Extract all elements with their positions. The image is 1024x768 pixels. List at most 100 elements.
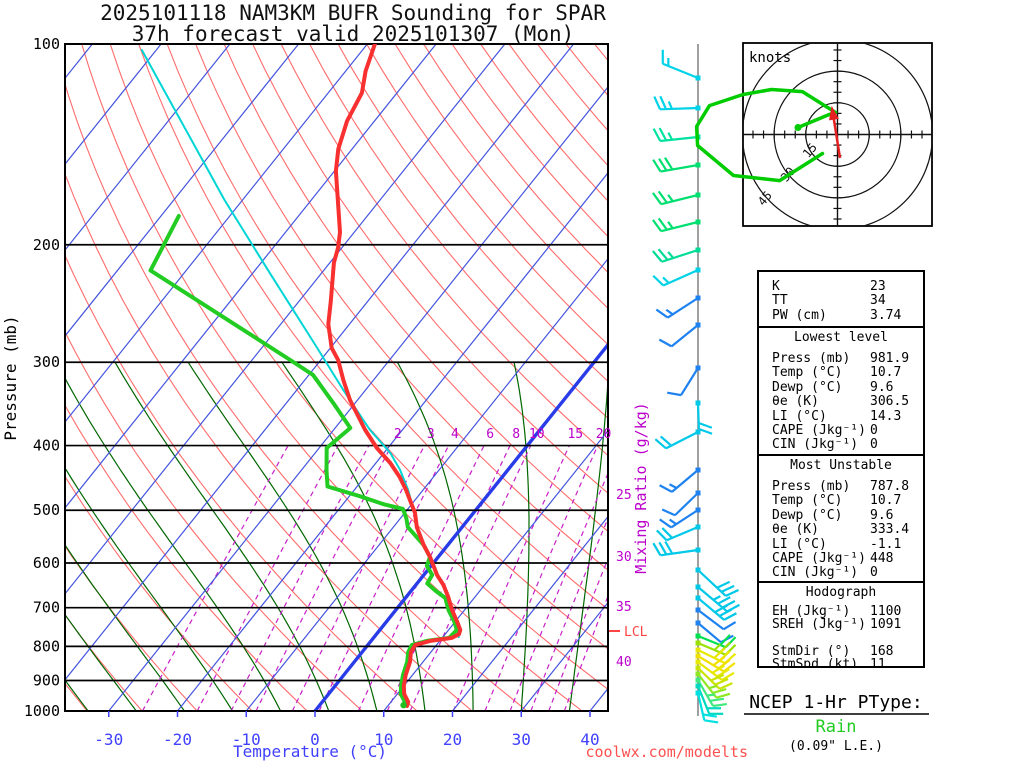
stats-box-title: Most Unstable [790,458,892,473]
wind-barb-feather [655,308,669,319]
stats-row: CAPE (Jkg⁻¹) 448 [759,551,923,566]
stats-box-lowest-level: Lowest level Press (mb) 981.9 Temp (°C) 10.7… [757,328,925,456]
stats-row: Temp (°C) 10.7 [759,365,923,381]
moist-adiabat-line [114,361,330,711]
stats-row: Temp (°C) 10.7 [759,493,923,509]
wind-barb-shaft [670,324,699,348]
temperature-curve [326,44,463,708]
dry-adiabat-line [252,44,608,494]
wind-barb [661,49,701,81]
dry-adiabat-line [223,44,608,533]
freezing-isotherm-line [313,342,608,711]
moist-adiabat-line [65,543,185,711]
wind-barb-feather [659,518,672,529]
wind-barb-feather [658,127,668,141]
wind-barb-feather [725,589,739,597]
mixing-ratio-axis-label: Mixing Ratio (g/kg) [632,402,650,574]
wind-barb-feather [723,662,736,673]
wind-barb [659,507,701,529]
wind-barb-feather [664,540,674,555]
stats-row-value: 0 [870,437,878,453]
wind-barb [661,490,701,517]
wind-barb-half-feather [669,518,677,526]
wind-barb [695,400,713,435]
stats-row: StmDir (°) 168 [759,643,923,659]
wind-barb-shaft [696,402,701,430]
wind-barb-half-feather [706,693,716,697]
wind-barb-feather [658,158,668,172]
hodograph-trace-start-dot [794,124,802,132]
stats-row-label: StmDir (°) [772,643,851,659]
wind-barb-feather [712,687,727,694]
stats-row-value: 787.8 [870,479,910,494]
wind-barb-feather [712,655,726,667]
wind-barb-half-feather [665,308,674,316]
wind-barb-feather [661,527,674,539]
mixing-ratio-line [484,445,599,711]
mixing-ratio-line [255,445,392,711]
chart-title-line2: 37h forecast valid 2025101307 (Mon) [132,22,575,46]
wind-barb-feather [721,671,735,681]
dry-adiabat-line [394,44,608,310]
pressure-tick-label: 700 [33,599,60,617]
wind-barb [659,467,701,493]
wind-barb-feather [659,435,672,447]
isotherm-line [65,44,162,166]
stats-row-label: θe (K) [772,522,819,538]
pressure-tick-label: 900 [33,671,60,689]
pressure-tick-label: 200 [33,236,60,254]
wind-barb-feather [652,250,663,263]
stats-row-label: CIN (Jkg⁻¹) [772,565,859,581]
isotherm-line [245,257,608,711]
wind-barb-feather [714,677,729,686]
stats-row-value: 10.7 [870,493,902,509]
temp-tick-label: 10 [374,730,393,749]
mixing-ratio-right-label: 35 [616,600,632,615]
moist-adiabat-line [65,466,234,711]
pressure-tick-label: 800 [33,637,60,655]
moist-adiabat-line [513,362,530,711]
stats-row-label: TT [772,293,788,309]
stats-row-value: 0 [870,422,878,438]
dry-adiabat-line [366,44,608,346]
wind-barb-shaft [660,193,699,206]
mixing-ratio-value-label: 6 [486,427,494,442]
wind-barb-feather [720,584,735,593]
wind-barb-half-feather [713,643,722,651]
temp-tick-label: 30 [512,730,531,749]
stats-row-value: 1100 [870,604,902,619]
stats-row: θe (K) 333.4 [759,522,923,538]
dry-adiabat-line [65,254,418,711]
wind-barb [652,217,701,233]
wind-barb-shaft [660,548,699,557]
dry-adiabat-line [480,44,608,202]
temp-tick-label: 20 [443,730,462,749]
wind-barb-feather [659,95,668,110]
wind-barb [654,429,701,450]
stats-row-value: 23 [870,279,886,294]
stats-row-value: -1.1 [870,536,902,552]
dry-adiabat-line [337,44,608,382]
wind-barb-feather [702,713,717,718]
stats-box-hodograph: Hodograph EH (Jkg⁻¹) 1100 SREH (Jkg⁻¹) 1091 S… [757,583,925,668]
skewt-grid [65,44,608,711]
wind-barb [658,322,701,348]
isotherm-line [65,44,368,423]
mixing-ratio-value-label: 8 [512,427,520,442]
moist-adiabat-line [65,613,137,711]
wind-barb-shaft [697,622,722,644]
dry-adiabat-line [508,44,608,167]
wind-barb-half-feather [667,221,674,229]
wind-barb [695,620,734,644]
stats-row: Dewp (°C) 9.6 [759,508,923,523]
stats-row: CIN (Jkg⁻¹) 0 [759,565,923,581]
dry-adiabat-line [109,44,608,690]
stats-row-label: Press (mb) [772,351,851,366]
wind-barb [655,295,701,319]
wind-barb-feather [659,484,673,493]
wind-barb-half-feather [667,251,675,259]
wind-barb-column [652,44,740,724]
stats-row-value: 10.7 [870,365,902,381]
wind-barb-shaft [697,569,727,597]
